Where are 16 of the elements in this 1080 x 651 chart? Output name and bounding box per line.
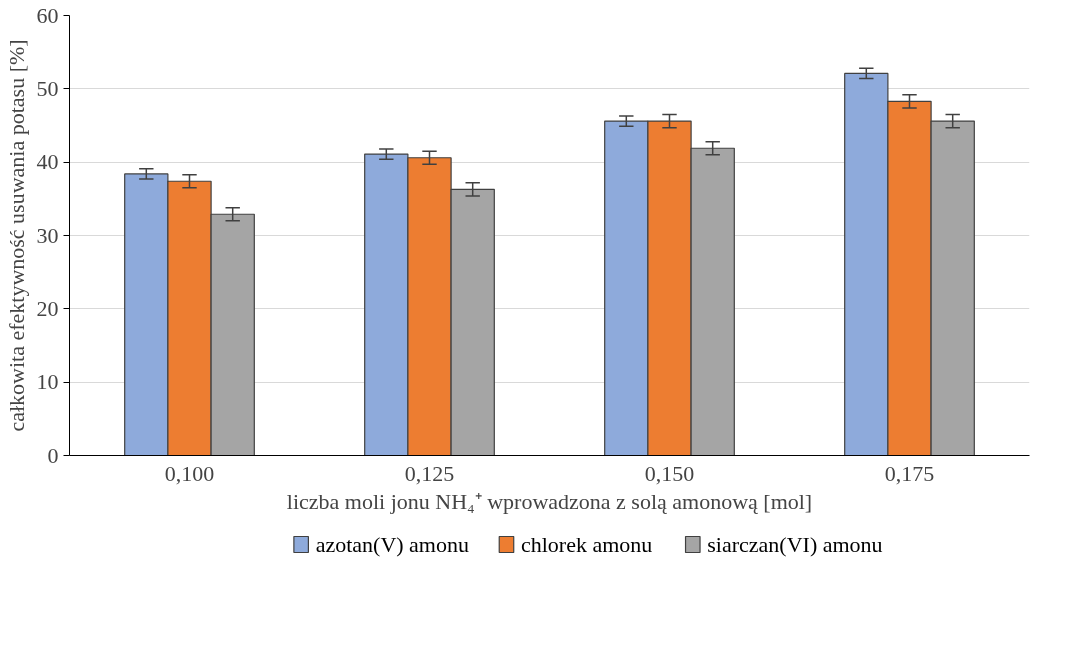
legend-label: azotan(V) amonu [315, 532, 469, 557]
y-tick-label: 60 [36, 2, 59, 28]
x-tick-label: 0,150 [644, 460, 695, 486]
x-tick-label: 0,125 [404, 460, 455, 486]
y-tick-label: 20 [36, 295, 59, 321]
x-tick-label: 0,175 [884, 460, 935, 486]
legend-label: siarczan(VI) amonu [707, 532, 883, 557]
y-tick-label: 30 [36, 222, 59, 248]
y-tick-label: 50 [36, 75, 59, 101]
y-tick-label: 40 [36, 149, 59, 175]
legend-label: chlorek amonu [520, 532, 653, 557]
y-tick-label: 10 [36, 369, 59, 395]
x-tick-label: 0,100 [164, 460, 215, 486]
x-axis-title: liczba moli jonu NH₄⁺ wprowadzona z solą amonową [mol] [286, 488, 813, 514]
y-tick-label: 0 [47, 442, 59, 468]
y-axis-title: całkowita efektywność usuwania potasu [%] [3, 39, 29, 432]
